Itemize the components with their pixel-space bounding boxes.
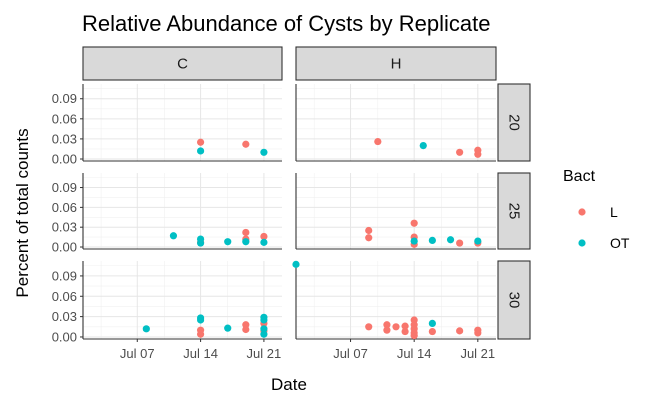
data-point-l <box>365 234 373 242</box>
data-point-ot <box>260 330 268 338</box>
legend-key-ot <box>578 239 586 247</box>
data-point-ot <box>260 316 268 324</box>
data-point-ot <box>260 238 268 246</box>
data-point-ot <box>419 142 427 150</box>
y-tick-label: 0.09 <box>52 268 77 283</box>
legend-key-l <box>578 208 586 216</box>
panel-C-20 <box>82 84 282 162</box>
x-tick-label: Jul 07 <box>120 346 155 361</box>
data-point-ot <box>224 238 232 246</box>
legend-label-l: L <box>610 204 618 220</box>
panel-H-20 <box>295 84 496 162</box>
panel-H-25 <box>295 173 496 250</box>
y-tick-label: 0.06 <box>52 289 77 304</box>
data-point-ot <box>474 237 482 245</box>
y-tick-label: 0.03 <box>52 220 77 235</box>
data-point-l <box>383 326 391 334</box>
panel-C-25 <box>82 173 282 250</box>
data-point-l <box>383 321 391 329</box>
x-tick-label: Jul 14 <box>397 346 432 361</box>
data-point-l <box>365 323 373 331</box>
row-strip-25 <box>497 172 531 250</box>
data-point-l <box>456 239 464 247</box>
data-point-ot <box>446 236 455 244</box>
data-point-ot <box>169 232 178 240</box>
y-axis-title: Percent of total counts <box>13 128 32 297</box>
data-point-l <box>260 232 268 241</box>
data-point-ot <box>196 239 205 247</box>
axes: 0.00 0.03 0.06 0.09 0.00 0.03 0.06 0.09 0.00 0.03… <box>52 91 495 361</box>
data-point-l <box>196 138 205 146</box>
column-strip-label: C <box>177 56 188 73</box>
row-strip-label: 25 <box>506 203 523 220</box>
data-point-l <box>365 226 373 235</box>
legend-label-ot: OT <box>610 235 630 251</box>
column-strip-H <box>295 46 497 81</box>
data-point-ot <box>260 148 268 156</box>
data-point-l <box>392 323 400 331</box>
data-point-l <box>428 327 436 336</box>
x-tick-label: Jul 14 <box>183 346 218 361</box>
data-point-ot <box>142 325 150 333</box>
y-tick-label: 0.00 <box>52 329 77 344</box>
data-point-l <box>410 332 418 340</box>
data-point-ot <box>428 236 436 245</box>
row-strip-label: 20 <box>506 114 523 131</box>
x-tick-label: Jul 07 <box>333 346 368 361</box>
row-strip-label: 30 <box>506 292 523 309</box>
data-point-ot <box>428 319 436 327</box>
y-tick-label: 0.09 <box>52 180 77 195</box>
data-point-ot <box>242 238 250 246</box>
data-point-l <box>242 140 250 148</box>
y-tick-label: 0.00 <box>52 151 77 166</box>
data-point-l <box>410 219 418 227</box>
legend-title: Bact <box>563 168 596 185</box>
data-point-l <box>456 327 464 335</box>
data-point-ot <box>260 325 268 333</box>
data-point-l <box>401 327 409 336</box>
row-strip-30 <box>497 260 531 340</box>
y-tick-label: 0.03 <box>52 309 77 324</box>
facet-panels <box>82 84 496 340</box>
panel-background <box>296 173 496 249</box>
panel-background <box>83 173 282 249</box>
row-strip-20 <box>497 83 531 162</box>
data-point-l <box>474 150 482 158</box>
data-point-ot <box>196 147 205 155</box>
data-point-ot <box>292 260 300 268</box>
data-point-ot <box>196 316 205 324</box>
data-point-l <box>196 330 205 338</box>
column-strip-C <box>82 46 283 81</box>
panel-background <box>83 84 282 161</box>
y-tick-label: 0.06 <box>52 200 77 215</box>
column-strip-label: H <box>391 56 402 73</box>
x-tick-label: Jul 21 <box>460 346 495 361</box>
legend: Bact L OT <box>563 168 630 251</box>
data-point-ot <box>224 324 232 332</box>
y-tick-label: 0.09 <box>52 91 77 106</box>
y-tick-label: 0.03 <box>52 131 77 146</box>
x-axis-title: Date <box>271 375 307 394</box>
data-point-l <box>374 137 382 146</box>
data-point-l <box>456 148 464 156</box>
x-tick-label: Jul 21 <box>247 346 282 361</box>
data-point-l <box>242 325 250 334</box>
data-point-ot <box>410 237 418 245</box>
panel-background <box>83 261 282 339</box>
y-tick-label: 0.00 <box>52 240 77 255</box>
data-point-l <box>474 329 482 337</box>
chart-title: Relative Abundance of Cysts by Replicate <box>82 11 490 36</box>
panel-C-30 <box>82 261 282 340</box>
data-points <box>142 137 482 340</box>
data-point-l <box>242 228 250 237</box>
facet-strips: C H 20 25 30 <box>82 46 531 340</box>
data-point-l <box>401 322 409 330</box>
y-tick-label: 0.06 <box>52 111 77 126</box>
panel-background <box>296 84 496 161</box>
